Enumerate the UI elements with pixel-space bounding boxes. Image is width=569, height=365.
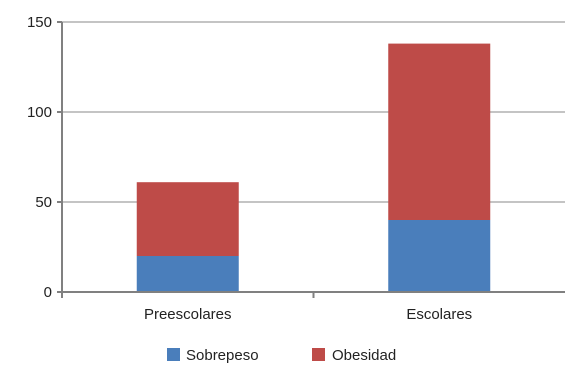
y-tick-label: 50 <box>35 194 52 211</box>
x-category-label: Escolares <box>406 306 472 323</box>
bar-obesidad-preescolares <box>136 182 239 256</box>
legend: Sobrepeso Obesidad <box>167 347 396 364</box>
bar-sobrepeso-escolares <box>388 220 491 292</box>
legend-label-obesidad: Obesidad <box>332 347 396 364</box>
bar-sobrepeso-preescolares <box>136 256 239 292</box>
y-tick-label: 150 <box>27 14 52 31</box>
axis-layer <box>57 21 565 298</box>
legend-swatch-obesidad <box>312 348 325 361</box>
bar-obesidad-escolares <box>388 43 491 220</box>
y-tick-label: 0 <box>44 284 52 301</box>
y-tick-label: 100 <box>27 104 52 121</box>
legend-label-sobrepeso: Sobrepeso <box>186 347 259 364</box>
x-category-label: Preescolares <box>144 306 232 323</box>
label-layer: 0 50 100 150 Preescolares Escolares <box>27 14 472 323</box>
legend-swatch-sobrepeso <box>167 348 180 361</box>
bar-layer <box>136 43 491 292</box>
